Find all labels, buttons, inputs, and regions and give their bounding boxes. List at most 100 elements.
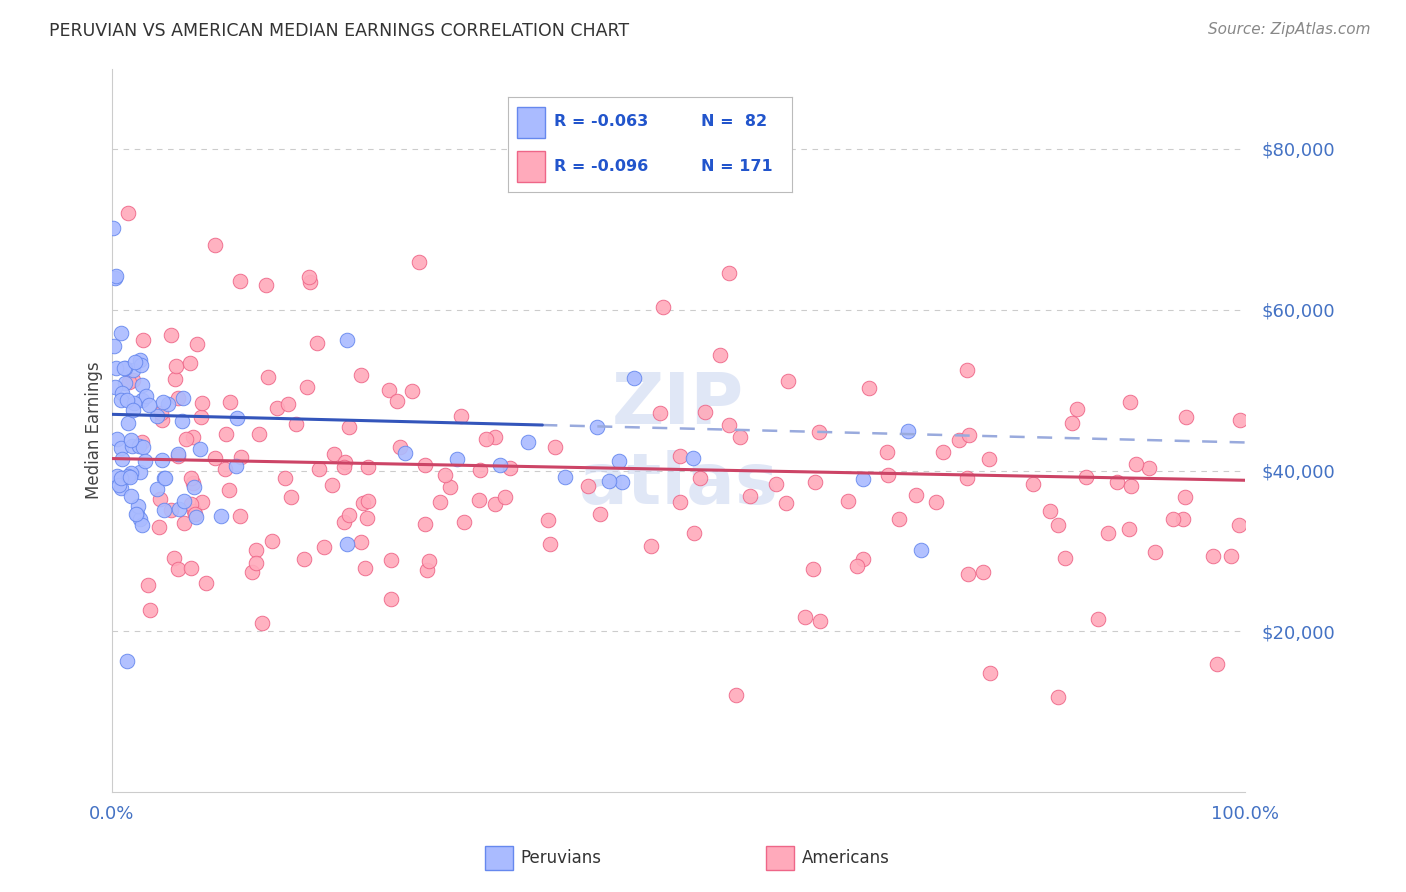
Point [804, 475, 827, 490]
Point [112, 361, 135, 376]
Point [127, 499, 149, 513]
Point [121, 363, 143, 377]
Point [640, 539, 662, 553]
Point [298, 269, 321, 284]
Point [924, 495, 946, 509]
Point [695, 405, 717, 419]
Point [322, 447, 344, 461]
Point [165, 359, 187, 373]
Point [979, 665, 1001, 680]
Point [378, 383, 401, 397]
Point [298, 275, 321, 289]
Point [170, 414, 193, 428]
Point [184, 507, 207, 521]
Point [180, 471, 202, 485]
Point [103, 339, 125, 353]
Point [718, 418, 741, 433]
Point [356, 511, 378, 525]
Point [131, 440, 153, 454]
Point [115, 393, 138, 408]
Point [977, 452, 1000, 467]
Point [166, 447, 188, 461]
Point [118, 469, 141, 483]
Point [808, 614, 831, 628]
Point [105, 432, 128, 446]
Point [194, 575, 217, 590]
Point [180, 561, 202, 575]
Point [408, 255, 430, 269]
Point [204, 238, 226, 252]
Point [121, 439, 143, 453]
Point [801, 562, 824, 576]
Point [179, 356, 201, 370]
Point [297, 380, 319, 394]
Point [160, 503, 183, 517]
Text: PERUVIAN VS AMERICAN MEDIAN EARNINGS CORRELATION CHART: PERUVIAN VS AMERICAN MEDIAN EARNINGS COR… [49, 22, 630, 40]
Point [852, 472, 875, 486]
Point [682, 451, 704, 466]
Point [129, 358, 152, 372]
Point [218, 394, 240, 409]
Point [256, 278, 278, 293]
Point [191, 495, 214, 509]
Point [1201, 549, 1223, 563]
Point [128, 439, 150, 453]
Point [897, 424, 920, 438]
Point [887, 512, 910, 526]
Point [117, 469, 139, 483]
Point [120, 433, 142, 447]
Point [948, 433, 970, 447]
Point [682, 526, 704, 541]
Point [718, 266, 741, 280]
Point [183, 504, 205, 518]
Point [846, 558, 869, 573]
Point [138, 398, 160, 412]
Point [337, 419, 360, 434]
Point [554, 469, 576, 483]
Point [245, 542, 267, 557]
Point [153, 503, 176, 517]
Point [174, 432, 197, 446]
Point [181, 430, 204, 444]
Point [280, 490, 302, 504]
Point [273, 471, 295, 485]
Point [305, 336, 328, 351]
Point [956, 567, 979, 582]
Point [1062, 417, 1084, 431]
Point [468, 462, 491, 476]
Point [585, 420, 607, 434]
Point [153, 470, 176, 484]
Point [139, 603, 162, 617]
Point [1105, 475, 1128, 489]
Point [110, 393, 132, 408]
Point [336, 537, 359, 551]
Point [337, 508, 360, 522]
Point [180, 497, 202, 511]
Point [218, 483, 240, 498]
Point [110, 481, 132, 495]
Point [540, 537, 562, 551]
Text: Source: ZipAtlas.com: Source: ZipAtlas.com [1208, 22, 1371, 37]
Point [277, 397, 299, 411]
Point [108, 478, 131, 492]
Point [169, 501, 191, 516]
Point [357, 494, 380, 508]
Point [190, 409, 212, 424]
Point [129, 353, 152, 368]
Point [150, 413, 173, 427]
Point [150, 406, 173, 420]
Point [105, 469, 128, 483]
Point [204, 451, 226, 466]
Point [257, 370, 280, 384]
Point [166, 449, 188, 463]
Text: ZIP
atlas: ZIP atlas [578, 370, 779, 519]
Point [138, 578, 160, 592]
Point [1053, 551, 1076, 566]
Point [173, 516, 195, 531]
Point [1118, 522, 1140, 536]
Point [668, 449, 690, 463]
Point [166, 391, 188, 405]
Point [183, 475, 205, 490]
Point [184, 509, 207, 524]
Point [765, 476, 787, 491]
